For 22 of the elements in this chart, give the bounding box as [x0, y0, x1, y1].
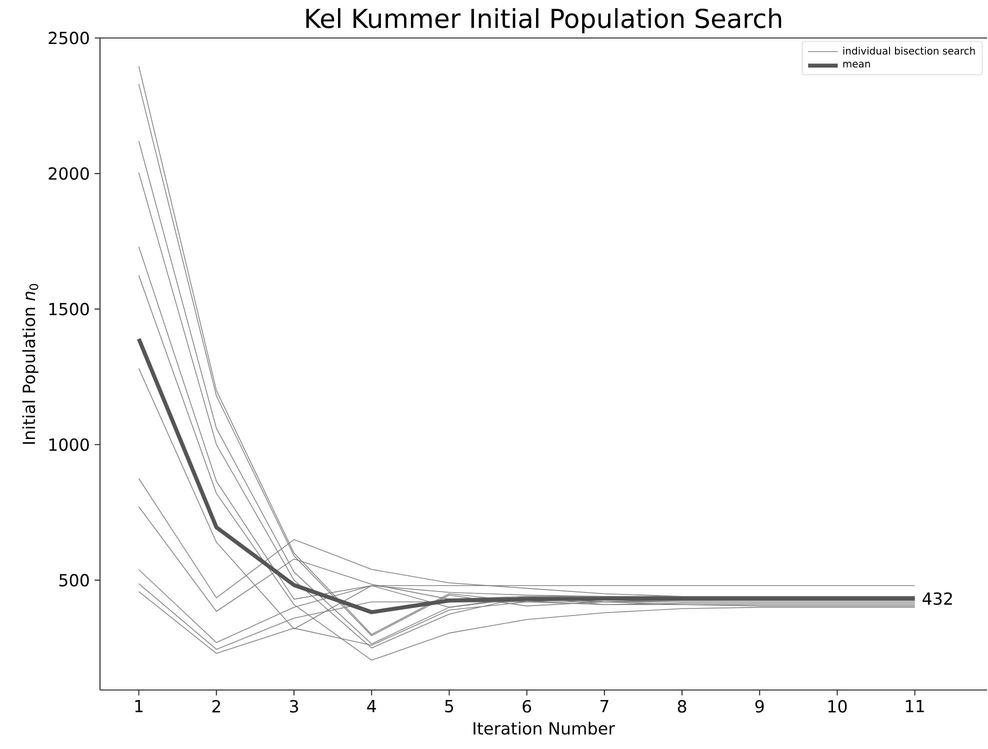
chart-title: Kel Kummer Initial Population Search: [306, 8, 782, 34]
annotation: 432: [922, 592, 952, 605]
x-tick-label: 3: [290, 700, 298, 713]
x-tick-label: 2: [212, 700, 220, 712]
y-tick-label: 2500: [48, 32, 89, 44]
y-axis-title: Initial Population n$_{0}$: [22, 284, 38, 444]
y-tick-label: 500: [59, 574, 89, 586]
x-tick-label: 4: [367, 700, 376, 712]
x-tick-label: 6: [522, 700, 532, 713]
x-tick-label: 10: [828, 700, 847, 713]
x-tick-label: 9: [755, 700, 764, 713]
x-axis-title: Iteration Number: [474, 722, 615, 735]
y-tick-label: 1500: [49, 302, 89, 316]
legend-label: individual bisection search: [843, 46, 975, 55]
x-tick-label: 7: [600, 700, 608, 712]
y-tick-label: 1000: [49, 438, 89, 451]
x-tick-label: 5: [445, 700, 454, 712]
x-tick-label: 8: [678, 700, 686, 713]
y-tick-label: 2000: [48, 167, 89, 180]
legend-label: mean: [843, 62, 870, 68]
x-tick-label: 11: [906, 700, 924, 712]
x-tick-label: 1: [135, 700, 143, 712]
